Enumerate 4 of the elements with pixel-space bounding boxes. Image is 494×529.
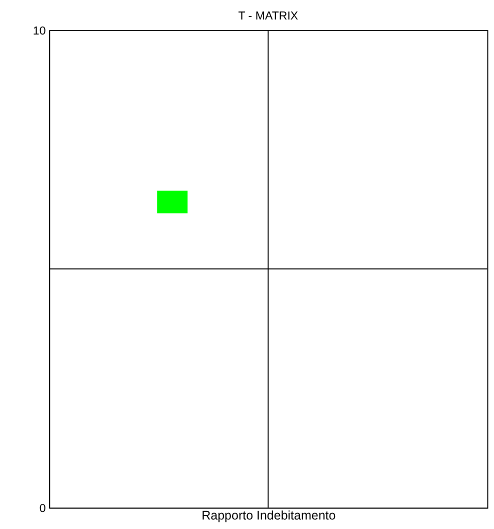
y-tick-label: 0 <box>39 503 46 516</box>
chart-title: T - MATRIX <box>238 10 298 22</box>
x-axis-title: Rapporto Indebitamento <box>202 508 336 523</box>
y-tick-label: 10 <box>32 25 46 38</box>
